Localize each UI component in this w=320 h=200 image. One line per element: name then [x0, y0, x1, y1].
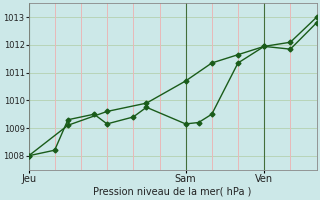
X-axis label: Pression niveau de la mer( hPa ): Pression niveau de la mer( hPa )	[93, 187, 252, 197]
